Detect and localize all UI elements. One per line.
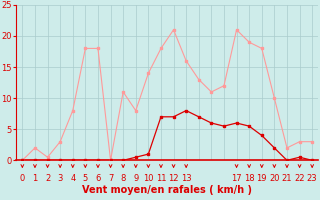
X-axis label: Vent moyen/en rafales ( km/h ): Vent moyen/en rafales ( km/h )	[82, 185, 252, 195]
